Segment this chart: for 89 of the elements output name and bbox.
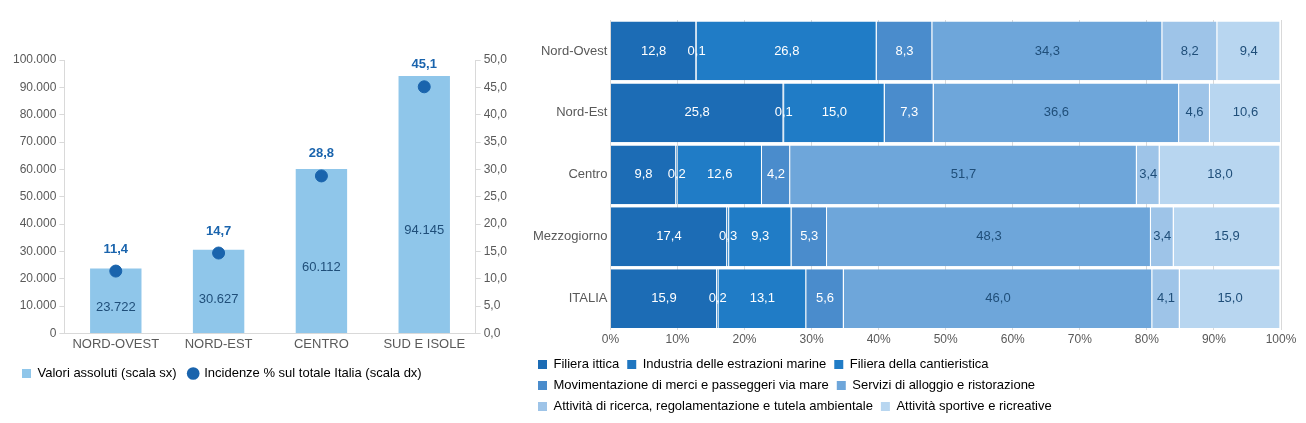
data-label: 8,2 — [1180, 42, 1199, 58]
data-label: 45,1 — [411, 56, 437, 72]
data-label: 26,8 — [774, 42, 800, 58]
data-label: 13,1 — [749, 290, 775, 306]
data-label: 11,4 — [103, 240, 129, 256]
data-label: 5,6 — [815, 290, 835, 306]
y-tick-label: ITALIA — [568, 290, 608, 306]
x-tick-label: 10% — [665, 332, 690, 347]
y-tick-label: 60.000 — [19, 161, 57, 176]
legend-label: Valori assoluti (scala sx) — [37, 365, 177, 381]
data-label: 60.112 — [302, 258, 341, 274]
legend-label: Servizi di alloggio e ristorazione — [852, 377, 1036, 393]
x-tick-label: 50% — [933, 332, 959, 347]
x-tick-label: 0% — [601, 332, 620, 347]
x-tick-label: 70% — [1067, 332, 1093, 347]
y-tick-label: 50.000 — [19, 189, 57, 204]
y2-tick-label: 45,0 — [483, 79, 508, 94]
y-tick-label: 0 — [49, 325, 57, 340]
data-label: 9,3 — [751, 228, 770, 244]
data-label: 14,7 — [205, 222, 232, 238]
data-label: 3,4 — [1153, 228, 1172, 244]
y2-tick-label: 10,0 — [483, 271, 508, 286]
y-tick-label: 70.000 — [19, 134, 57, 149]
y-tick-label: 80.000 — [19, 106, 57, 121]
legend-label: Attività sportive e ricreative — [896, 398, 1052, 414]
data-label: 46,0 — [985, 290, 1011, 306]
x-tick-label: 30% — [799, 332, 824, 347]
x-tick-label: 90% — [1201, 332, 1227, 347]
y-tick-label: Mezzogiorno — [532, 228, 608, 244]
y2-tick-label: 15,0 — [483, 243, 508, 258]
y2-tick-label: 25,0 — [483, 189, 508, 204]
data-label: 5,3 — [800, 228, 819, 244]
data-label: 8,3 — [895, 42, 914, 58]
y-tick-label: Nord-Est — [556, 104, 608, 120]
data-label: 15,9 — [651, 290, 677, 306]
legend-label: Filiera della cantieristica — [849, 356, 990, 372]
data-label: 51,7 — [950, 166, 977, 182]
data-label: 28,8 — [308, 145, 335, 161]
x-tick-label: CENTRO — [293, 335, 349, 351]
y2-tick-label: 5,0 — [483, 298, 501, 313]
x-tick-label: NORD-EST — [184, 335, 253, 351]
data-label: 12,6 — [707, 166, 733, 182]
y-tick-label: 40.000 — [19, 216, 57, 231]
data-label: 12,8 — [640, 42, 667, 58]
y2-tick-label: 0,0 — [483, 325, 501, 340]
data-label: 94.145 — [404, 221, 445, 237]
legend-label: Incidenze % sul totale Italia (scala dx) — [204, 365, 422, 381]
legend-label: Movimentazione di merci e passeggeri via mare — [553, 377, 829, 393]
data-label: 4,6 — [1185, 104, 1204, 120]
x-tick-label: 40% — [866, 332, 891, 347]
data-label: 23.722 — [95, 298, 136, 314]
legend-label: Industria delle estrazioni marine — [642, 356, 827, 372]
y-tick-label: 90.000 — [19, 79, 57, 94]
data-label: 15,0 — [821, 104, 848, 120]
y-tick-label: Centro — [568, 166, 608, 182]
x-tick-label: SUD E ISOLE — [383, 335, 466, 351]
x-tick-label: 20% — [732, 332, 757, 347]
data-label: 17,4 — [656, 228, 682, 244]
y2-tick-label: 20,0 — [483, 216, 508, 231]
data-label: 25,8 — [684, 104, 710, 120]
y2-tick-label: 40,0 — [483, 106, 508, 121]
data-label: 48,3 — [976, 228, 1002, 244]
data-label: 15,9 — [1214, 228, 1240, 244]
data-label: 9,8 — [634, 166, 653, 182]
data-label: 7,3 — [900, 104, 919, 120]
data-label: 4,1 — [1156, 290, 1176, 306]
data-label: 34,3 — [1034, 42, 1060, 58]
y-tick-label: 100.000 — [12, 52, 57, 67]
data-label: 30.627 — [198, 291, 239, 307]
data-label: 4,2 — [767, 166, 786, 182]
y2-tick-label: 30,0 — [483, 161, 508, 176]
data-label: 3,4 — [1139, 166, 1158, 182]
y2-tick-label: 35,0 — [483, 134, 508, 149]
y2-tick-label: 50,0 — [483, 52, 508, 67]
data-label: 36,6 — [1043, 104, 1070, 120]
y-tick-label: 20.000 — [19, 271, 57, 286]
x-tick-label: 60% — [1000, 332, 1026, 347]
y-tick-label: 10.000 — [19, 298, 57, 313]
data-label: 9,4 — [1239, 42, 1258, 58]
x-tick-label: 80% — [1134, 332, 1160, 347]
legend-label: Filiera ittica — [553, 356, 621, 372]
data-label: 10,6 — [1232, 104, 1259, 120]
x-tick-label: NORD-OVEST — [72, 335, 160, 351]
y-tick-label: Nord-Ovest — [540, 42, 608, 58]
y-tick-label: 30.000 — [19, 243, 57, 258]
data-label: 18,0 — [1207, 166, 1233, 182]
data-label: 15,0 — [1217, 290, 1243, 306]
x-tick-label: 100% — [1265, 332, 1297, 347]
legend-label: Attività di ricerca, regolamentazione e tutela ambientale — [553, 398, 873, 414]
